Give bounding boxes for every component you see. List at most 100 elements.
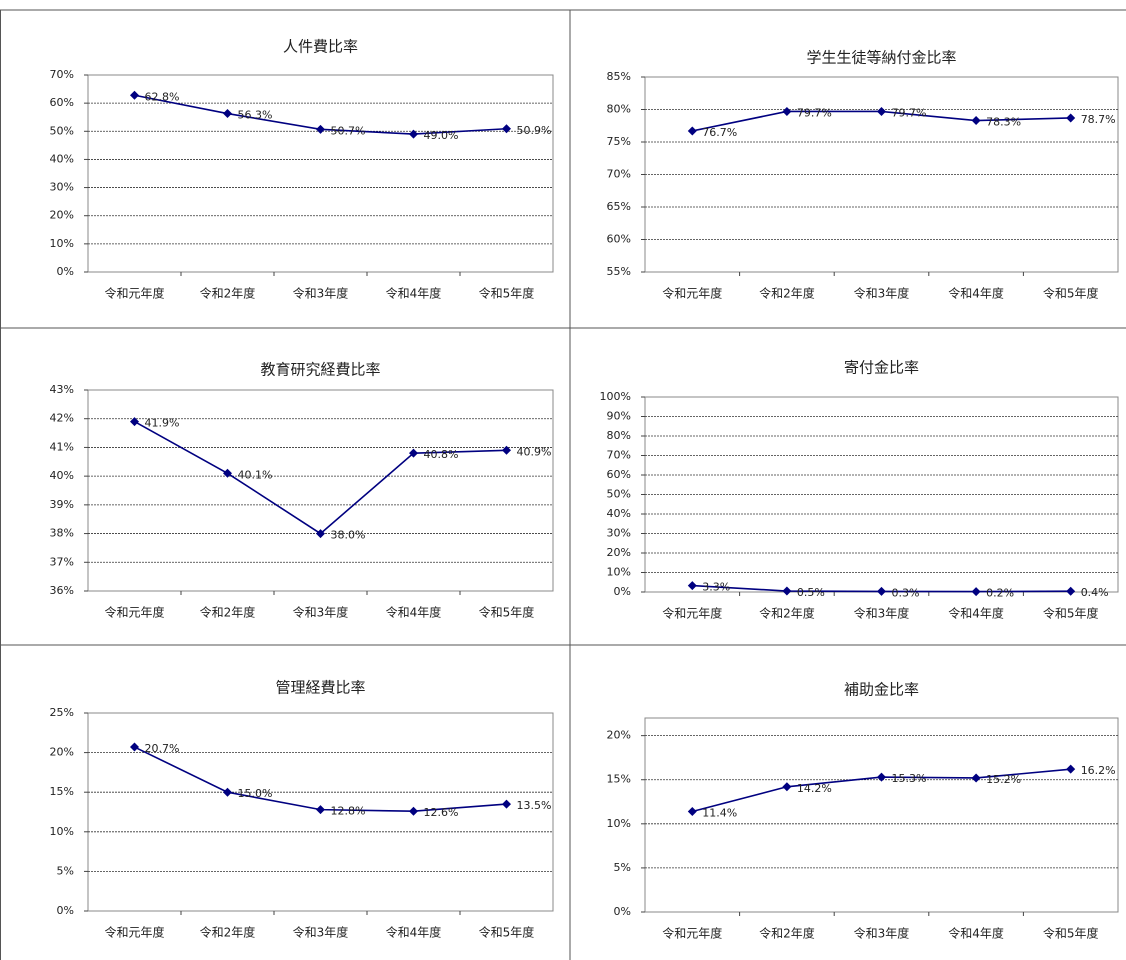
data-label: 0.4% bbox=[1081, 586, 1109, 599]
x-tick-label: 令和5年度 bbox=[1043, 286, 1099, 301]
data-label: 78.7% bbox=[1081, 113, 1116, 126]
data-label: 79.7% bbox=[892, 106, 927, 119]
data-marker bbox=[409, 806, 418, 816]
y-tick-label: 60% bbox=[607, 233, 631, 246]
x-tick-label: 令和3年度 bbox=[854, 286, 910, 301]
data-label: 50.7% bbox=[331, 124, 366, 137]
data-label: 76.7% bbox=[702, 126, 737, 139]
data-marker bbox=[409, 129, 418, 139]
x-tick-label: 令和元年度 bbox=[662, 926, 722, 941]
data-marker bbox=[502, 445, 511, 455]
data-marker bbox=[971, 116, 981, 126]
y-tick-label: 30% bbox=[607, 527, 631, 540]
x-tick-label: 令和4年度 bbox=[948, 606, 1004, 621]
y-tick-label: 37% bbox=[50, 555, 74, 568]
x-tick-label: 令和元年度 bbox=[104, 605, 164, 620]
data-label: 79.7% bbox=[797, 106, 832, 119]
y-tick-label: 70% bbox=[607, 168, 631, 181]
data-marker bbox=[877, 106, 886, 116]
data-label: 12.8% bbox=[331, 805, 366, 818]
data-label: 15.0% bbox=[238, 787, 273, 800]
x-tick-label: 令和元年度 bbox=[662, 606, 722, 621]
plot-area bbox=[87, 389, 554, 592]
x-tick-label: 令和元年度 bbox=[104, 925, 164, 940]
data-label: 3.3% bbox=[702, 581, 730, 594]
data-label: 11.4% bbox=[702, 806, 737, 819]
y-tick-label: 85% bbox=[607, 70, 631, 83]
data-marker bbox=[877, 586, 886, 596]
y-tick-label: 60% bbox=[50, 96, 74, 109]
x-tick-label: 令和4年度 bbox=[386, 605, 442, 620]
data-label: 0.5% bbox=[797, 586, 825, 599]
data-label: 40.8% bbox=[424, 448, 459, 461]
y-tick-label: 39% bbox=[50, 498, 74, 511]
x-tick-label: 令和5年度 bbox=[479, 286, 535, 301]
y-tick-label: 40% bbox=[607, 507, 631, 520]
y-tick-label: 41% bbox=[50, 440, 74, 453]
y-tick-label: 5% bbox=[57, 864, 74, 877]
y-tick-label: 55% bbox=[607, 265, 631, 278]
y-tick-label: 10% bbox=[607, 817, 631, 830]
x-tick-label: 令和2年度 bbox=[759, 926, 815, 941]
x-tick-label: 令和3年度 bbox=[293, 925, 349, 940]
data-label: 49.0% bbox=[424, 129, 459, 142]
data-label: 50.9% bbox=[517, 124, 552, 137]
x-tick-label: 令和3年度 bbox=[854, 606, 910, 621]
y-tick-label: 0% bbox=[57, 265, 74, 278]
x-tick-label: 令和5年度 bbox=[1043, 926, 1099, 941]
y-tick-label: 5% bbox=[614, 861, 631, 874]
y-tick-label: 80% bbox=[607, 429, 631, 442]
data-marker bbox=[687, 806, 697, 816]
data-marker bbox=[782, 106, 792, 116]
y-tick-label: 65% bbox=[607, 200, 631, 213]
data-marker bbox=[316, 529, 325, 539]
y-tick-label: 20% bbox=[50, 746, 74, 759]
chart-title: 補助金比率 bbox=[844, 681, 919, 699]
y-tick-label: 0% bbox=[614, 585, 631, 598]
data-marker bbox=[223, 109, 232, 119]
data-label: 12.6% bbox=[424, 806, 459, 819]
x-tick-label: 令和4年度 bbox=[948, 286, 1004, 301]
chart-title: 寄付金比率 bbox=[844, 359, 919, 377]
x-tick-label: 令和元年度 bbox=[662, 286, 722, 301]
data-label: 16.2% bbox=[1081, 764, 1116, 777]
x-tick-label: 令和2年度 bbox=[759, 606, 815, 621]
data-marker bbox=[1066, 764, 1076, 774]
plot-area bbox=[87, 74, 554, 273]
data-label: 0.3% bbox=[892, 586, 920, 599]
data-marker bbox=[1066, 113, 1076, 123]
data-marker bbox=[1066, 586, 1076, 596]
x-tick-label: 令和2年度 bbox=[200, 605, 256, 620]
data-label: 40.1% bbox=[238, 468, 273, 481]
y-tick-label: 40% bbox=[50, 469, 74, 482]
data-marker bbox=[782, 586, 792, 596]
x-tick-label: 令和4年度 bbox=[386, 925, 442, 940]
y-tick-label: 50% bbox=[50, 124, 74, 137]
x-tick-label: 令和2年度 bbox=[200, 286, 256, 301]
x-tick-label: 令和2年度 bbox=[759, 286, 815, 301]
data-label: 13.5% bbox=[517, 799, 552, 812]
data-marker bbox=[223, 468, 232, 478]
x-tick-label: 令和3年度 bbox=[293, 605, 349, 620]
data-label: 14.2% bbox=[797, 782, 832, 795]
data-label: 62.8% bbox=[145, 90, 180, 103]
data-marker bbox=[877, 772, 886, 782]
data-label: 56.3% bbox=[238, 109, 273, 122]
y-tick-label: 20% bbox=[50, 209, 74, 222]
y-tick-label: 10% bbox=[50, 237, 74, 250]
y-tick-label: 40% bbox=[50, 152, 74, 165]
data-marker bbox=[316, 124, 325, 134]
data-marker bbox=[502, 799, 511, 809]
chart-title: 管理経費比率 bbox=[275, 679, 365, 697]
y-tick-label: 70% bbox=[607, 449, 631, 462]
x-tick-label: 令和元年度 bbox=[104, 286, 164, 301]
y-tick-label: 10% bbox=[607, 566, 631, 579]
y-tick-label: 42% bbox=[50, 412, 74, 425]
data-label: 15.2% bbox=[986, 773, 1021, 786]
data-label: 40.9% bbox=[517, 445, 552, 458]
x-tick-label: 令和5年度 bbox=[479, 925, 535, 940]
y-tick-label: 90% bbox=[607, 410, 631, 423]
data-label: 20.7% bbox=[145, 742, 180, 755]
data-label: 78.3% bbox=[986, 116, 1021, 129]
